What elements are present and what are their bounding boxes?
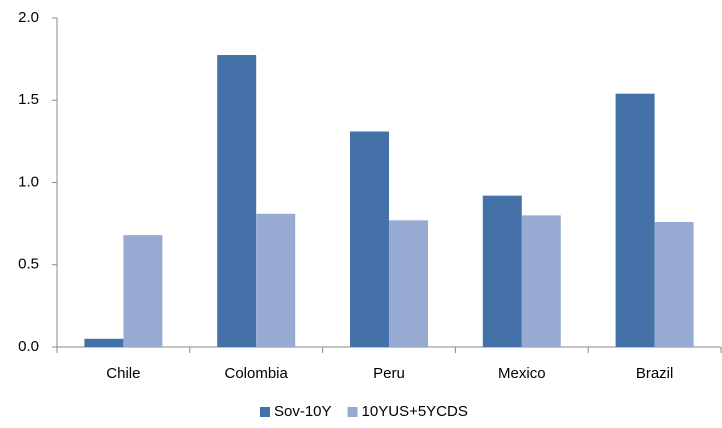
x-tick-label: Brazil: [636, 365, 674, 382]
y-tick-label: 1.0: [18, 173, 39, 190]
y-tick-label: 0.0: [18, 338, 39, 355]
bar: [350, 131, 389, 347]
bar: [521, 215, 561, 347]
bar: [123, 235, 163, 347]
y-tick-label: 0.5: [18, 256, 39, 273]
y-tick-label: 1.5: [18, 91, 39, 108]
legend-swatch: [260, 407, 270, 417]
bar: [615, 93, 655, 347]
bar: [482, 195, 522, 347]
x-tick-label: Peru: [373, 365, 405, 382]
bar: [84, 338, 124, 347]
bar: [654, 221, 694, 347]
bar: [389, 220, 428, 347]
legend-swatch: [347, 407, 358, 417]
x-tick-label: Colombia: [225, 365, 289, 382]
x-tick-label: Mexico: [498, 365, 546, 382]
x-tick-label: Chile: [106, 365, 140, 382]
bar: [256, 213, 296, 347]
bar: [217, 55, 257, 347]
legend-label: 10YUS+5YCDS: [362, 403, 468, 420]
legend-label: Sov-10Y: [274, 403, 332, 420]
y-tick-label: 2.0: [18, 9, 39, 26]
